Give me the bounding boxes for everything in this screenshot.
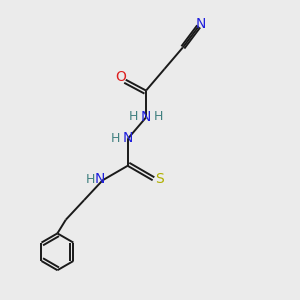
Text: N: N <box>122 131 133 145</box>
Text: H: H <box>154 110 164 123</box>
Text: O: O <box>115 70 126 84</box>
Text: H: H <box>110 132 120 145</box>
Text: H: H <box>86 173 95 186</box>
Text: N: N <box>196 17 206 31</box>
Text: N: N <box>95 172 105 187</box>
Text: H: H <box>129 110 138 123</box>
Text: N: N <box>141 110 151 124</box>
Text: S: S <box>155 172 164 187</box>
